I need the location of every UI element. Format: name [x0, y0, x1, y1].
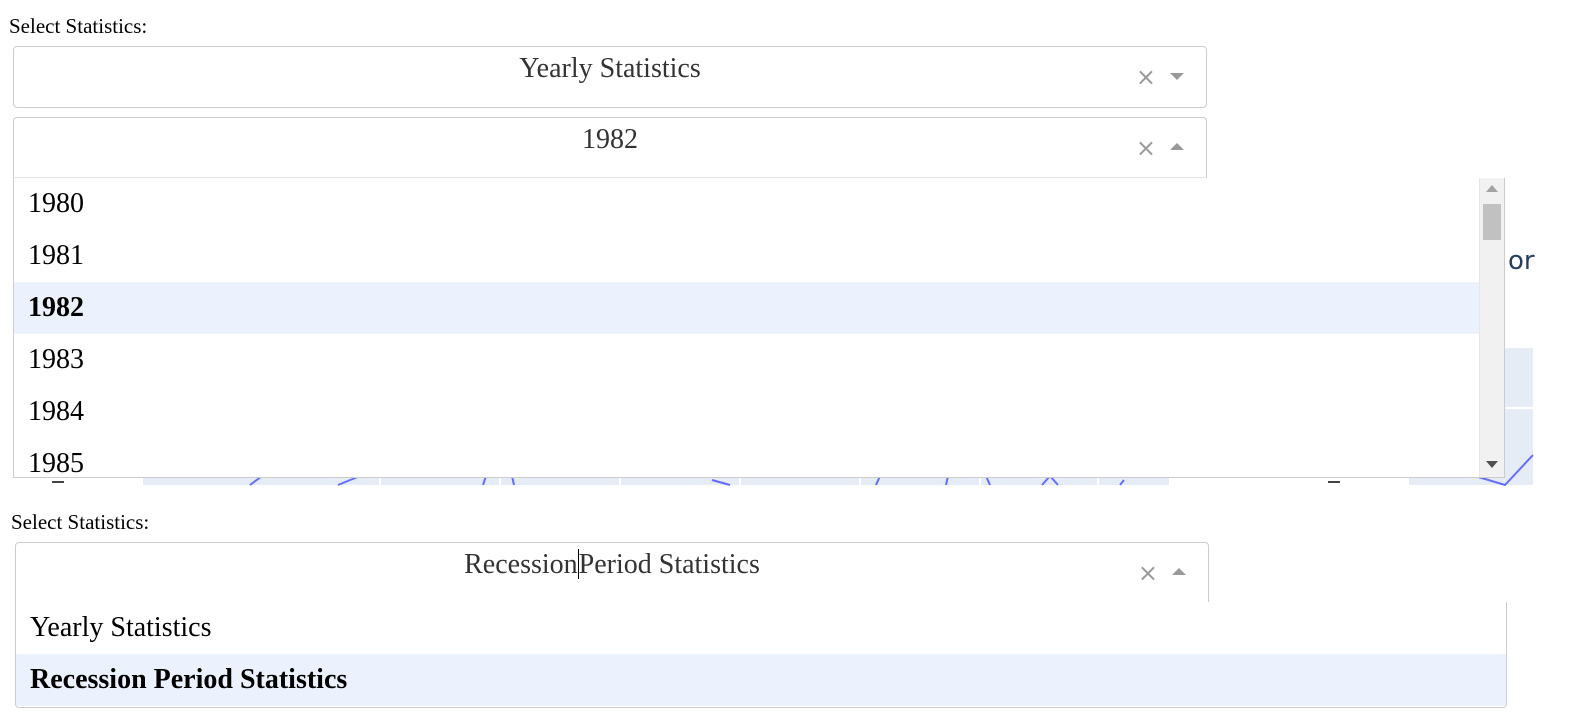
scroll-thumb[interactable] [1483, 204, 1501, 240]
statistics-dropdown-bottom[interactable]: RecessionPeriod Statistics × [15, 542, 1209, 603]
graph-line-segment [1474, 454, 1534, 487]
chevron-down-icon[interactable] [1170, 73, 1184, 80]
clear-x-icon[interactable]: × [1135, 134, 1156, 162]
year-option-1983[interactable]: 1983 [28, 344, 84, 375]
text-caret [577, 549, 579, 579]
year-option-1985[interactable]: 1985 [28, 448, 84, 478]
year-option-1984[interactable]: 1984 [28, 396, 84, 427]
scroll-up-arrow-icon[interactable] [1486, 185, 1498, 192]
scroll-down-arrow-icon[interactable] [1486, 461, 1498, 468]
graph-line-segment [1119, 479, 1125, 486]
graph-title-fragment: or [1508, 246, 1535, 276]
year-dropdown-menu: 1980 1981 1982 1983 1984 1985 [13, 178, 1505, 478]
year-dropdown[interactable]: 1982 × [13, 117, 1207, 178]
option-recession-period-statistics[interactable]: Recession Period Statistics [16, 654, 1506, 706]
select-statistics-label-top: Select Statistics: [9, 14, 148, 38]
statistics-dropdown-value: Yearly Statistics [519, 53, 701, 84]
clear-x-icon[interactable]: × [1135, 63, 1156, 91]
chevron-up-icon[interactable] [1170, 143, 1184, 150]
statistics-dropdown-top[interactable]: Yearly Statistics × [13, 46, 1207, 108]
select-statistics-label-bottom: Select Statistics: [11, 510, 150, 534]
year-option-1981[interactable]: 1981 [28, 240, 84, 271]
input-text-before-caret: Recession [464, 549, 578, 580]
year-menu-scrollbar[interactable] [1479, 178, 1504, 477]
statistics-dropdown-menu: Yearly Statistics Recession Period Stati… [15, 602, 1507, 708]
graph-plot-area-left [143, 476, 1169, 485]
input-text-after-caret: Period Statistics [578, 549, 760, 580]
year-option-1980[interactable]: 1980 [28, 188, 84, 219]
chevron-up-icon[interactable] [1172, 568, 1186, 575]
graph-plot-area-right [1505, 348, 1533, 482]
year-options-list: 1980 1981 1982 1983 1984 1985 [14, 178, 1479, 478]
option-yearly-statistics[interactable]: Yearly Statistics [30, 612, 212, 643]
graph-line-segment [711, 479, 731, 486]
year-dropdown-value: 1982 [582, 124, 638, 155]
statistics-dropdown-input[interactable]: RecessionPeriod Statistics [16, 549, 1208, 581]
year-option-1982[interactable]: 1982 [14, 282, 1479, 334]
graph-plot-area-center [1409, 476, 1533, 485]
clear-x-icon[interactable]: × [1137, 559, 1158, 587]
